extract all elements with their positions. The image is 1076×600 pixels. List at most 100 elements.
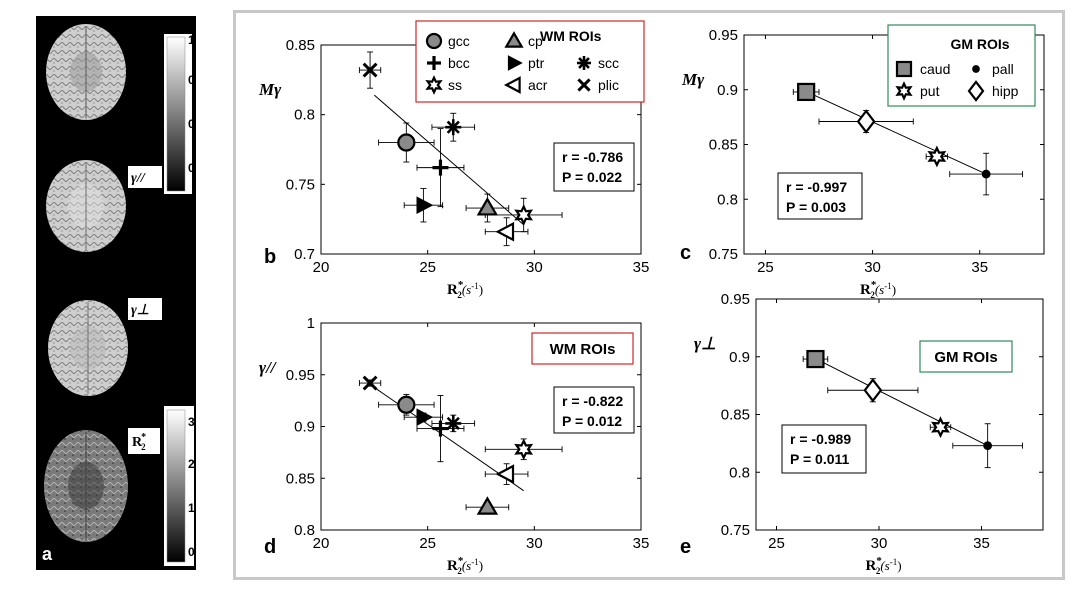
x-tick-label: 35: [633, 535, 650, 552]
y-tick-label: 1: [307, 315, 315, 332]
brain-label-r2star: R* 2: [132, 432, 146, 452]
x-tick-label: 25: [419, 259, 436, 276]
point-cp: [476, 197, 499, 216]
roi-label-text: GM ROIs: [934, 349, 997, 366]
y-tick-label: 0.75: [286, 176, 315, 193]
chart-c: 25 30 35 0.75 0.8 0.85 0.9 0.95 Mγ R* 2(s-1) r = -0…: [680, 24, 1045, 300]
point-ss: [514, 204, 534, 226]
y-tick-label: 0.9: [729, 349, 750, 366]
legend-marker-ptr: [507, 55, 523, 71]
legend-marker-bcc: [427, 56, 441, 70]
y-tick-label: 0.75: [721, 522, 750, 539]
panel-letter-d: d: [264, 536, 276, 558]
x-tick-label: 25: [768, 535, 785, 552]
point-hipp: [863, 378, 883, 403]
y-tick-label: 0.85: [721, 407, 750, 424]
axes-box: [755, 298, 1044, 531]
legend-title: GM ROIs: [950, 36, 1009, 52]
point-caud: [797, 82, 816, 102]
x-tick-label: 30: [526, 535, 543, 552]
point-put: [927, 145, 947, 168]
point-pall: [981, 169, 991, 179]
y-tick-label: 0.8: [729, 464, 750, 481]
panel-letter-b: b: [264, 246, 276, 268]
x-tick-label: 35: [633, 259, 650, 276]
x-axis-label: R* 2(s-1): [447, 555, 483, 576]
x-tick-label: 25: [757, 259, 774, 276]
point-caud: [806, 349, 825, 369]
x-axis-label: R* 2(s-1): [860, 279, 896, 300]
legend-label-pall: pall: [992, 61, 1014, 77]
point-put: [930, 416, 951, 439]
point-hipp: [856, 109, 876, 134]
legend-label-put: put: [920, 83, 940, 99]
point-cp: [476, 496, 499, 515]
stats-r: r = -0.997: [786, 179, 847, 195]
x-axis-label: R* 2(s-1): [866, 555, 902, 576]
legend-box: [415, 20, 645, 103]
stats-p: P = 0.003: [786, 199, 846, 215]
point-gcc: [397, 395, 416, 414]
y-tick-label: 0.85: [709, 137, 738, 154]
colorbar-top-tick: 0.4: [188, 161, 196, 175]
chart-d: 20 25 30 35 0.8 0.85 0.9 0.95 1 γ// R* 2(s-1) r = -0…: [259, 315, 649, 576]
y-tick-label: 0.95: [286, 367, 315, 384]
colorbar-bottom-tick: 30: [188, 415, 196, 429]
panel-letter-a: a: [42, 544, 53, 564]
legend-marker-ss: [425, 75, 443, 95]
legend-label-ptr: ptr: [528, 55, 545, 71]
roi-label-text: WM ROIs: [550, 341, 616, 358]
brain-label-gamma-parallel: γ//: [131, 171, 146, 186]
legend-marker-put: [895, 81, 913, 101]
legend-marker-acr: [503, 76, 521, 94]
brain-label-box: [128, 298, 162, 320]
fit-line: [374, 94, 524, 226]
x-tick-label: 30: [526, 259, 543, 276]
x-axis-label: R* 2(s-1): [447, 279, 483, 300]
stats-p: P = 0.012: [562, 413, 622, 429]
brain-label-box: [128, 166, 162, 188]
y-tick-label: 0.95: [709, 27, 738, 44]
legend-label-ss: ss: [448, 77, 462, 93]
legend-marker-scc: [577, 56, 591, 70]
panel-a: Mγ 1 0.8 0.6 0.4 γ// γ⊥: [36, 16, 205, 570]
stats-r: r = -0.822: [562, 393, 623, 409]
point-acr: [495, 464, 515, 484]
legend-marker-plic: [577, 78, 591, 92]
brain-label-mgamma: Mγ: [131, 35, 150, 50]
plots-frame: 20 25 30 35 0.7 0.75 0.8 0.85 Mγ R* 2(s-1) r = -0.7…: [233, 10, 1065, 580]
y-tick-label: 0.85: [286, 37, 315, 54]
legend-label-acr: acr: [528, 77, 548, 93]
fit-line: [797, 87, 987, 175]
point-gcc: [397, 133, 416, 152]
stats-box: [777, 172, 863, 220]
chart-e: 25 30 35 0.75 0.8 0.85 0.9 0.95 γ⊥ R* 2(s-1) r = -0…: [680, 291, 1044, 576]
stats-r: r = -0.989: [790, 431, 851, 447]
colorbar-bottom: 30 20 10 0: [164, 406, 202, 566]
legend-marker-pall: [972, 65, 980, 73]
x-tick-label: 30: [864, 259, 881, 276]
y-tick-label: 0.95: [721, 291, 750, 308]
point-ss: [514, 438, 534, 461]
legend-box: [887, 24, 1036, 107]
y-tick-label: 0.75: [709, 246, 738, 263]
y-axis-label: γ//: [259, 358, 278, 377]
panel-letter-c: c: [680, 242, 691, 264]
legend-marker-hipp: [967, 80, 985, 102]
x-tick-label: 35: [973, 535, 990, 552]
legend-marker-cp: [504, 31, 524, 48]
point-ptr: [416, 408, 434, 427]
colorbar-bottom-tick: 10: [188, 501, 196, 515]
y-tick-label: 0.7: [294, 246, 315, 263]
point-plic: [362, 375, 378, 391]
legend-label-gcc: gcc: [448, 33, 470, 49]
y-tick-label: 0.8: [294, 522, 315, 539]
stats-box: [553, 142, 635, 192]
panel-a-svg: Mγ 1 0.8 0.6 0.4 γ// γ⊥: [42, 24, 205, 566]
y-tick-label: 0.9: [717, 82, 738, 99]
y-tick-label: 0.9: [294, 419, 315, 436]
chart-b: 20 25 30 35 0.7 0.75 0.8 0.85 Mγ R* 2(s-1) r = -0.7…: [258, 20, 650, 300]
x-tick-label: 35: [971, 259, 988, 276]
point-scc: [445, 119, 462, 136]
x-tick-label: 20: [313, 535, 330, 552]
